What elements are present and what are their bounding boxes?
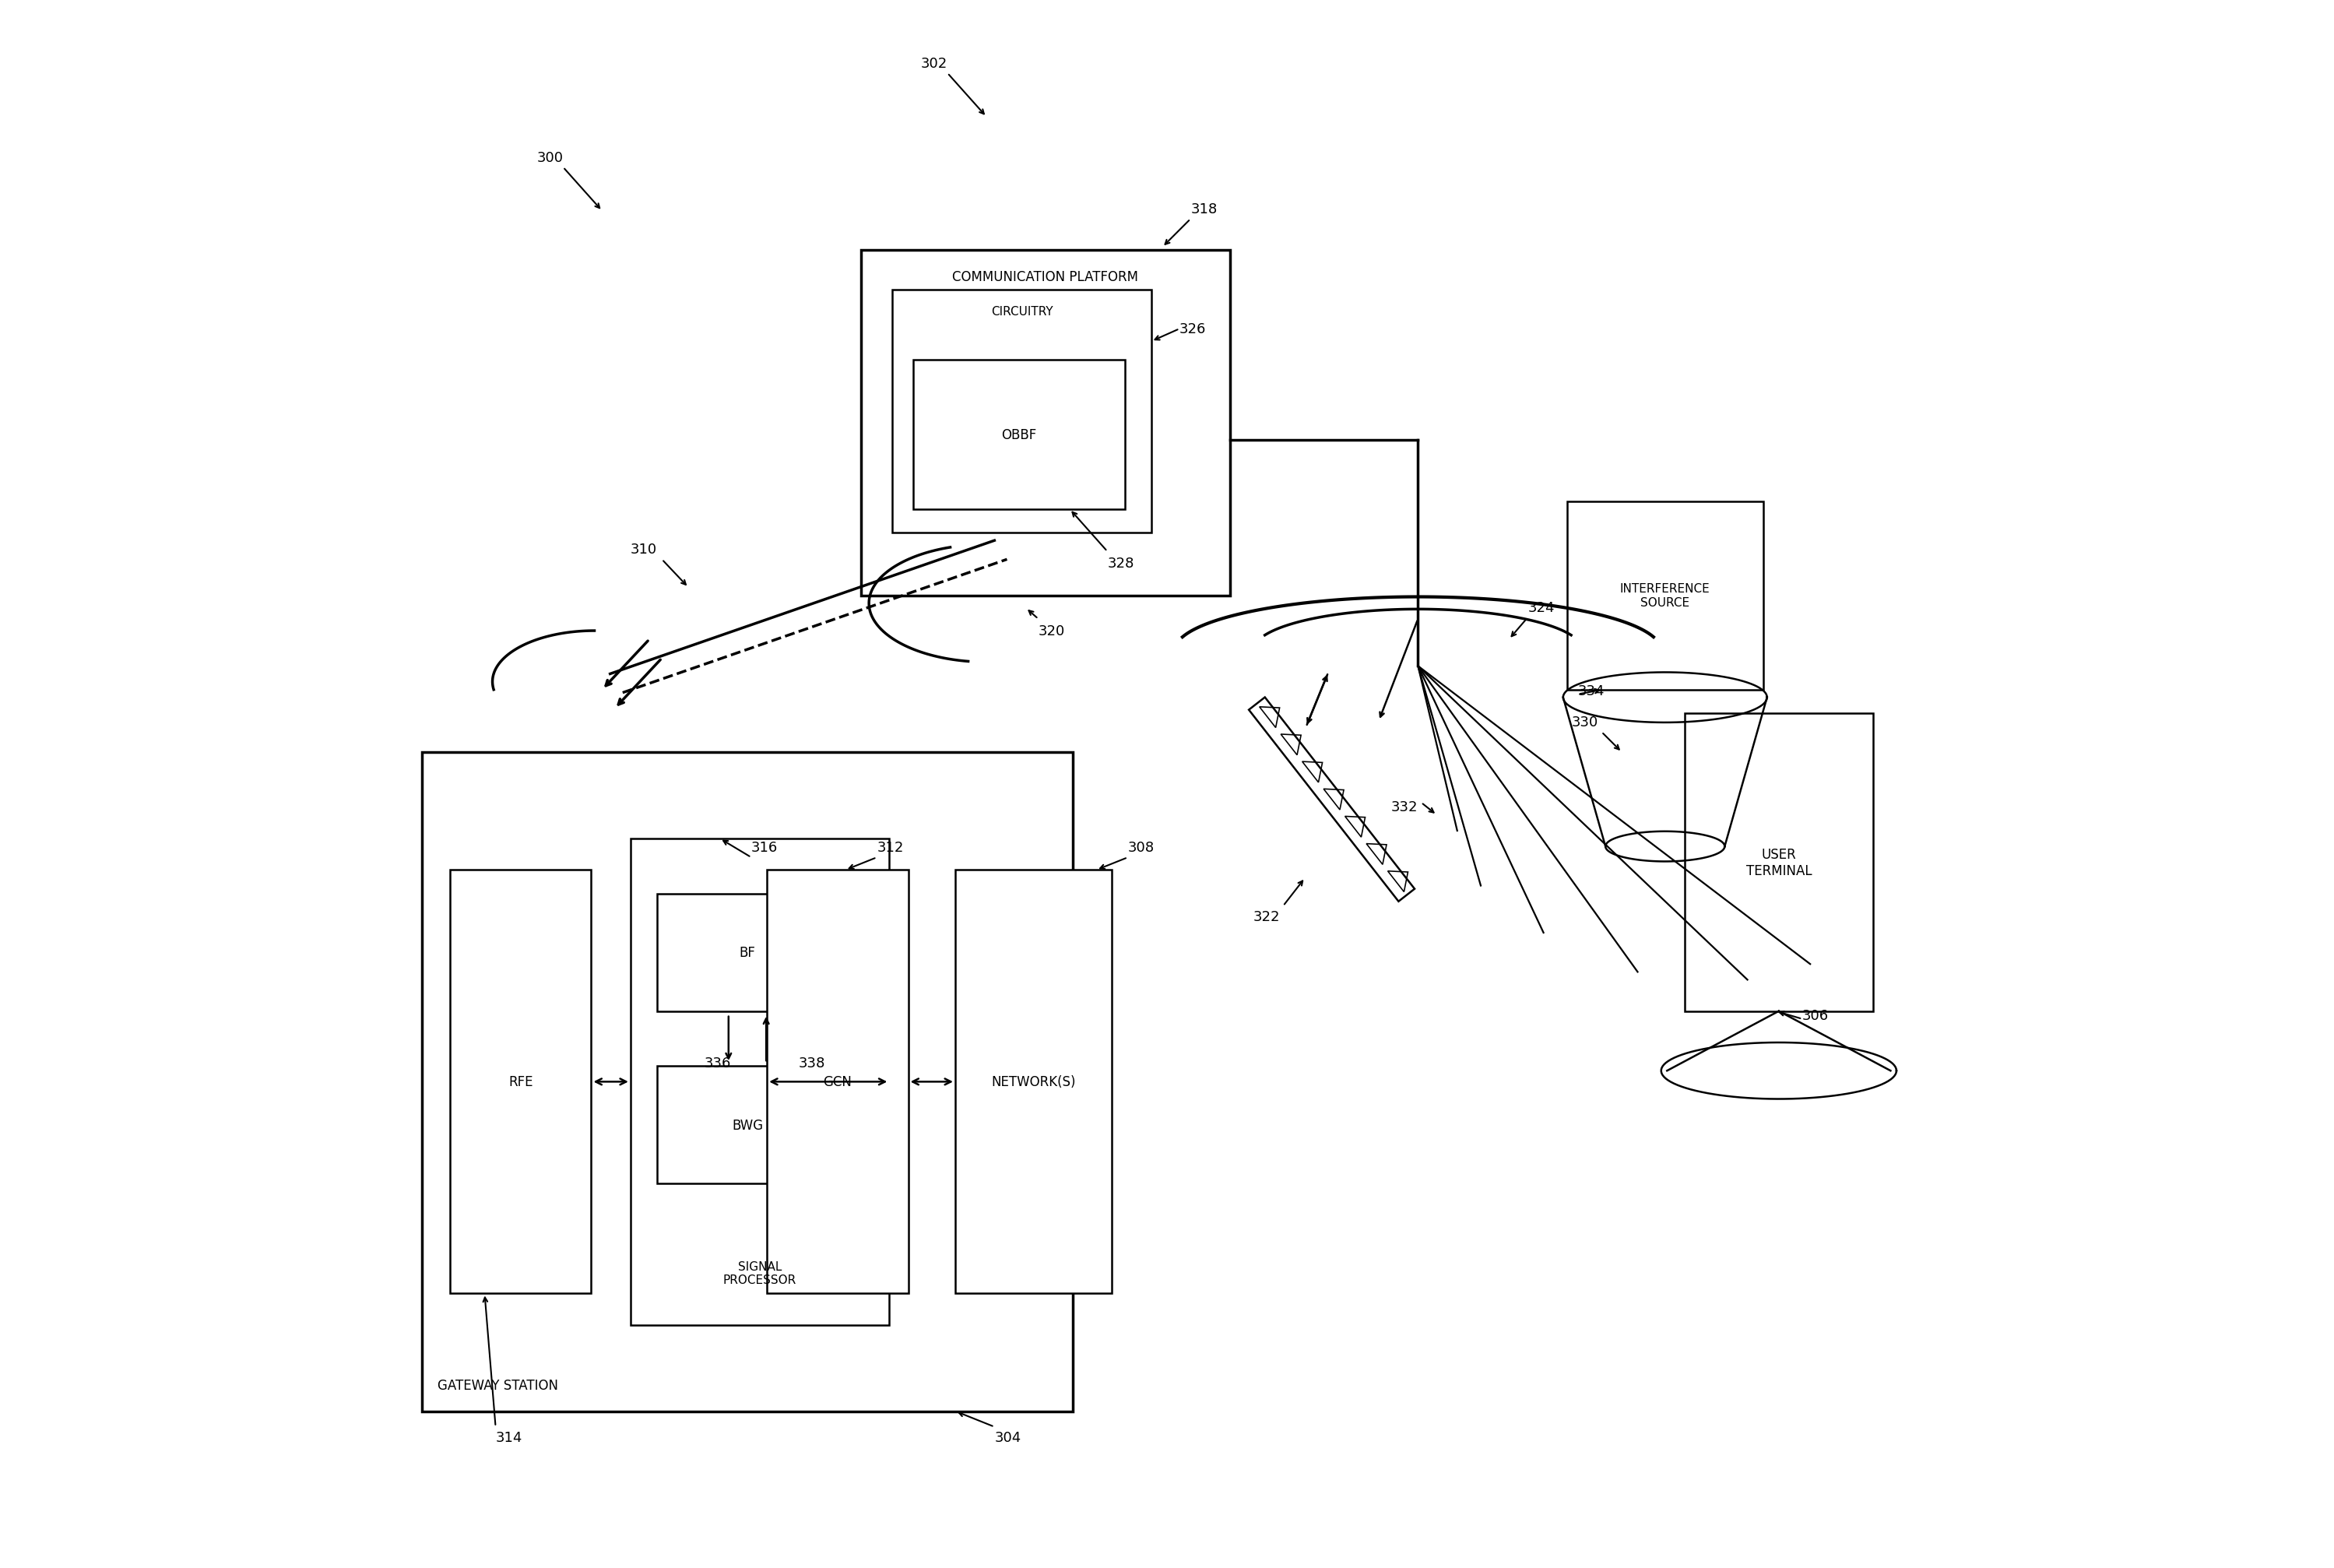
Text: OBBF: OBBF [1001,428,1036,442]
Text: NETWORK(S): NETWORK(S) [992,1076,1076,1088]
Bar [422,753,1074,1411]
Text: GATEWAY STATION: GATEWAY STATION [436,1378,558,1392]
Text: 316: 316 [752,840,777,855]
Text: 308: 308 [1127,840,1155,855]
Text: SIGNAL
PROCESSOR: SIGNAL PROCESSOR [724,1261,796,1286]
Text: 306: 306 [1802,1008,1830,1022]
Polygon shape [1249,698,1414,902]
Text: 300: 300 [537,151,562,165]
Text: BWG: BWG [733,1118,763,1132]
Bar [955,870,1111,1294]
Text: 318: 318 [1190,202,1218,216]
Text: 330: 330 [1571,715,1599,729]
Text: BF: BF [740,946,756,960]
Text: INTERFERENCE
SOURCE: INTERFERENCE SOURCE [1620,583,1711,608]
Bar [892,290,1151,533]
Bar [768,870,908,1294]
Text: 314: 314 [495,1430,523,1444]
Bar [913,361,1125,510]
Bar [1685,713,1872,1011]
Text: 322: 322 [1253,909,1279,924]
Text: RFE: RFE [509,1076,532,1088]
Text: 324: 324 [1529,601,1554,615]
Bar [1566,502,1762,690]
Bar [450,870,591,1294]
Text: 312: 312 [878,840,903,855]
Text: 334: 334 [1578,684,1606,698]
Bar [630,839,889,1325]
Text: 336: 336 [705,1057,731,1069]
Text: 328: 328 [1106,557,1134,571]
Text: 302: 302 [920,56,948,71]
Text: CIRCUITRY: CIRCUITRY [992,306,1053,317]
Text: GCN: GCN [824,1076,852,1088]
Text: 320: 320 [1039,624,1064,638]
Text: 332: 332 [1391,800,1419,814]
Text: COMMUNICATION PLATFORM: COMMUNICATION PLATFORM [952,270,1139,284]
Bar [658,894,838,1011]
Text: 310: 310 [630,543,658,557]
Text: 326: 326 [1179,323,1207,336]
Text: 338: 338 [798,1057,826,1069]
Bar [658,1066,838,1184]
Text: 304: 304 [994,1430,1020,1444]
Text: USER
TERMINAL: USER TERMINAL [1746,847,1811,878]
Bar [861,251,1230,596]
